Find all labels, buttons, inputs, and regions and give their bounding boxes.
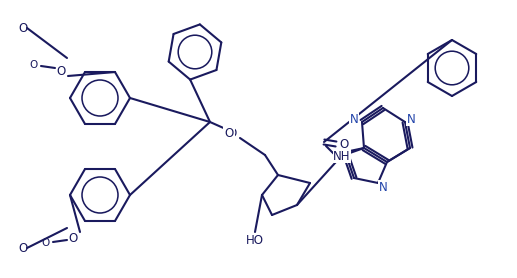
Text: O: O (29, 60, 37, 70)
Text: O: O (18, 242, 27, 254)
Text: O: O (68, 232, 78, 244)
Text: O: O (18, 21, 27, 34)
Text: NH: NH (333, 150, 351, 163)
Text: N: N (407, 113, 415, 125)
Text: N: N (349, 113, 358, 125)
Text: O: O (224, 126, 234, 140)
Text: O: O (339, 138, 348, 150)
Text: N: N (333, 150, 342, 163)
Text: O: O (41, 238, 49, 248)
Text: HO: HO (246, 234, 264, 247)
Text: N: N (378, 180, 387, 193)
Text: O: O (227, 126, 237, 140)
Text: O: O (56, 64, 66, 78)
